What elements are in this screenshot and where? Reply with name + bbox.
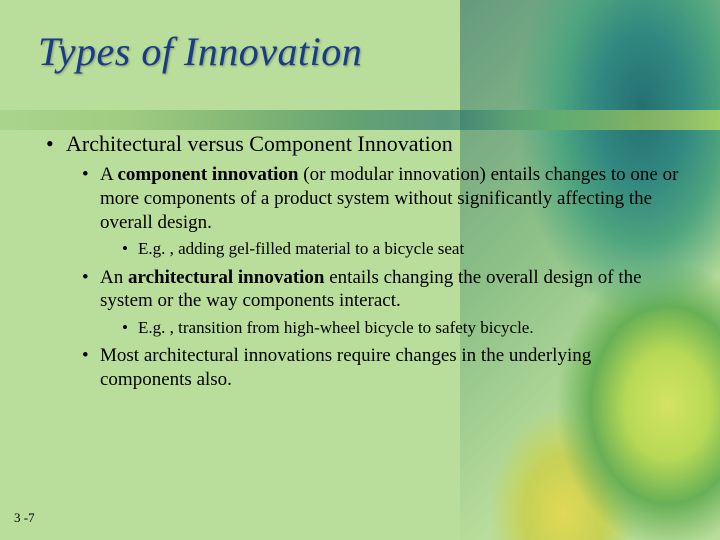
page-number: 3 -7 bbox=[14, 510, 35, 526]
component-prefix: A bbox=[100, 164, 117, 185]
architectural-bold: architectural innovation bbox=[128, 267, 325, 288]
most-bullet: Most architectural innovations require c… bbox=[66, 344, 682, 392]
architectural-example: E.g. , transition from high-wheel bicycl… bbox=[100, 317, 682, 338]
component-bold: component innovation bbox=[117, 164, 298, 185]
component-bullet: A component innovation (or modular innov… bbox=[66, 163, 682, 260]
architectural-prefix: An bbox=[100, 267, 128, 288]
slide-body: Architectural versus Component Innovatio… bbox=[38, 131, 682, 392]
slide-container: Types of Innovation Architectural versus… bbox=[0, 0, 720, 540]
heading-bullet: Architectural versus Component Innovatio… bbox=[38, 131, 682, 392]
architectural-bullet: An architectural innovation entails chan… bbox=[66, 266, 682, 339]
component-example: E.g. , adding gel-filled material to a b… bbox=[100, 238, 682, 259]
heading-text: Architectural versus Component Innovatio… bbox=[66, 131, 453, 156]
slide-title: Types of Innovation bbox=[38, 28, 682, 75]
